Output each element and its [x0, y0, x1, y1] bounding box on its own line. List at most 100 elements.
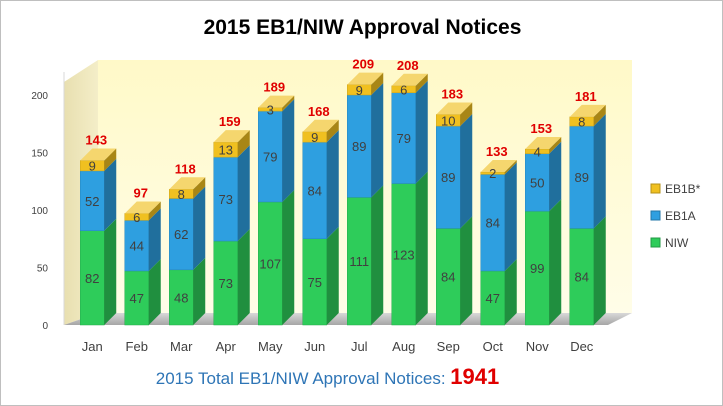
- legend-item: EB1B*: [650, 182, 701, 196]
- segment-value-label: 82: [85, 271, 99, 286]
- total-label: 168: [308, 104, 330, 119]
- segment-value-label: 89: [575, 170, 589, 185]
- bar-side: [593, 216, 606, 325]
- bar-side: [549, 141, 562, 212]
- bar-side: [326, 130, 339, 239]
- bar-side: [237, 145, 250, 242]
- bar-front: [302, 238, 327, 326]
- bar-segment: 4: [525, 137, 562, 159]
- bar-front: [391, 183, 416, 326]
- x-tick-label: May: [258, 339, 283, 354]
- bar-front: [347, 94, 372, 198]
- bar-side: [504, 160, 517, 175]
- bar-side: [593, 114, 606, 229]
- x-tick-label: Jun: [304, 339, 325, 354]
- bar-top: [525, 137, 562, 150]
- bar-side: [282, 95, 295, 112]
- bar-front: [124, 220, 149, 272]
- bar-front: [569, 125, 594, 229]
- segment-value-label: 52: [85, 194, 99, 209]
- segment-value-label: 10: [441, 113, 455, 128]
- bar-segment: 8: [169, 177, 206, 202]
- segment-value-label: 13: [219, 143, 233, 158]
- bar-side: [104, 218, 117, 325]
- bar-side: [415, 73, 428, 93]
- legend: EB1B* EB1A NIW: [650, 182, 701, 250]
- segment-value-label: 107: [259, 256, 281, 271]
- bar-segment: 3: [258, 95, 295, 117]
- total-label: 153: [530, 121, 552, 136]
- x-tick-label: Nov: [526, 339, 550, 354]
- bar-front: [80, 230, 105, 326]
- total-label: 97: [134, 185, 148, 200]
- x-tick-label: Dec: [570, 339, 594, 354]
- bar-top: [80, 148, 117, 161]
- bar-segment: 9: [347, 72, 384, 98]
- bar-side: [148, 208, 161, 271]
- segment-value-label: 47: [486, 291, 500, 306]
- bar-segment: 13: [213, 130, 250, 158]
- bar-side: [460, 216, 473, 325]
- bar-segment: 89: [347, 83, 384, 198]
- bar-segment: 89: [569, 114, 606, 229]
- bar-top: [436, 102, 473, 115]
- x-tick-label: Oct: [483, 339, 504, 354]
- bar-segment: 89: [436, 114, 473, 229]
- bar-side: [504, 258, 517, 325]
- bar-top: [213, 130, 250, 143]
- bar-segment: 10: [436, 102, 473, 128]
- bar-segment: 6: [391, 73, 428, 97]
- bar-side: [104, 148, 117, 171]
- segment-value-label: 89: [441, 170, 455, 185]
- bar-front: [80, 170, 105, 231]
- total-label: 181: [575, 89, 597, 104]
- segment-value-label: 47: [130, 291, 144, 306]
- bar-side: [593, 104, 606, 127]
- bar-side: [104, 158, 117, 231]
- bar-side: [326, 226, 339, 325]
- bar-segment: 62: [169, 186, 206, 271]
- segment-value-label: 48: [174, 290, 188, 305]
- bars-group: 8252947446486287373131077937584911189912…: [80, 72, 606, 326]
- bar-side: [148, 258, 161, 325]
- bar-segment: 84: [302, 130, 339, 239]
- footer-total: 1941: [450, 364, 500, 389]
- bar-front: [480, 270, 505, 326]
- legend-label: EB1B*: [665, 182, 701, 196]
- segment-value-label: 84: [575, 270, 589, 285]
- chart-title: 2015 EB1/NIW Approval Notices: [203, 16, 522, 39]
- bar-segment: 79: [391, 80, 428, 184]
- bar-segment: 9: [80, 148, 117, 174]
- bar-front: [258, 201, 283, 326]
- bar-segment: 107: [258, 189, 295, 326]
- bar-side: [460, 102, 473, 127]
- bar-side: [371, 185, 384, 325]
- segment-value-label: 6: [400, 82, 407, 97]
- bar-segment: 75: [302, 226, 339, 326]
- segment-value-label: 84: [486, 216, 500, 231]
- bar-top: [391, 73, 428, 86]
- segment-value-label: 111: [349, 254, 369, 269]
- bar-segment: 47: [124, 258, 161, 326]
- segment-value-label: 84: [441, 270, 455, 285]
- legend-label: EB1A: [665, 209, 696, 223]
- bar-front: [169, 269, 194, 326]
- segment-value-label: 75: [308, 275, 322, 290]
- bar-side: [504, 162, 517, 271]
- bar-segment: 123: [391, 171, 428, 326]
- y-axis: 0 50 100 150 200: [31, 72, 65, 332]
- segment-value-label: 6: [133, 210, 140, 225]
- bar-side: [237, 130, 250, 158]
- bar-side: [415, 171, 428, 325]
- segment-value-label: 73: [219, 192, 233, 207]
- legend-item: EB1A: [650, 209, 696, 223]
- bar-segment: 99: [525, 199, 562, 326]
- segment-value-label: 8: [178, 187, 185, 202]
- bar-top: [302, 119, 339, 132]
- bar-segment: 9: [302, 119, 339, 145]
- y-tick-label: 0: [42, 321, 48, 332]
- segment-value-label: 9: [356, 83, 363, 98]
- bar-top: [480, 160, 517, 173]
- y-tick-label: 100: [31, 206, 48, 217]
